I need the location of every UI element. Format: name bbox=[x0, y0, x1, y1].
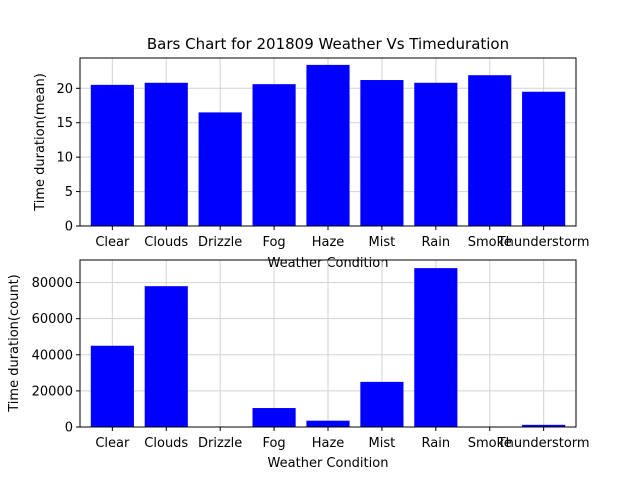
bar-haze bbox=[306, 420, 350, 427]
y-tick-label: 20 bbox=[56, 82, 73, 97]
bar-smoke bbox=[468, 75, 512, 227]
x-tick-label: Clear bbox=[95, 235, 130, 250]
plot-area-mean: 0 5 10 15 20 Clear Clouds Drizzle Fog Haze Mist Rai… bbox=[56, 57, 590, 250]
bar-clouds bbox=[144, 82, 188, 226]
x-tick-label: Haze bbox=[312, 436, 345, 451]
y-axis-label-mean: Time duration(mean) bbox=[33, 73, 48, 212]
y-tick-label: 0 bbox=[65, 421, 73, 436]
x-tick-label: Fog bbox=[262, 235, 285, 250]
bar-rain bbox=[414, 268, 458, 427]
bar-fog bbox=[252, 408, 296, 427]
y-tick-label: 20000 bbox=[32, 384, 73, 399]
x-tick-label: Clouds bbox=[144, 436, 188, 451]
chart-title: Bars Chart for 201809 Weather Vs Timedur… bbox=[147, 35, 509, 53]
y-tick-label: 80000 bbox=[32, 276, 73, 291]
bar-rain bbox=[414, 82, 458, 226]
bar-mist bbox=[360, 80, 404, 227]
x-tick-label: Haze bbox=[312, 235, 345, 250]
x-tick-label: Thunderstorm bbox=[497, 235, 590, 250]
x-tick-label: Drizzle bbox=[198, 436, 242, 451]
y-tick-label: 60000 bbox=[32, 312, 73, 327]
bar-mist bbox=[360, 381, 404, 427]
bar-thunderstorm bbox=[522, 424, 566, 427]
x-axis-label: Weather Condition bbox=[268, 456, 389, 471]
y-tick-label: 5 bbox=[65, 185, 73, 200]
y-tick-label: 40000 bbox=[32, 348, 73, 363]
y-tick-label: 0 bbox=[65, 220, 73, 235]
x-tick-label: Fog bbox=[262, 436, 285, 451]
x-tick-label: Mist bbox=[369, 235, 396, 250]
bar-thunderstorm bbox=[522, 91, 566, 226]
x-tick-label: Clear bbox=[95, 436, 130, 451]
x-tick-label: Smoke bbox=[468, 235, 512, 250]
y-tick-label: 15 bbox=[56, 116, 73, 131]
x-tick-label: Thunderstorm bbox=[497, 436, 590, 451]
bar-drizzle bbox=[198, 112, 242, 226]
bar-clear bbox=[90, 345, 134, 427]
bar-clouds bbox=[144, 286, 188, 427]
bar-clear bbox=[90, 84, 134, 226]
x-tick-label: Drizzle bbox=[198, 235, 242, 250]
x-tick-label: Smoke bbox=[468, 436, 512, 451]
x-tick-label: Rain bbox=[422, 235, 451, 250]
x-tick-label: Rain bbox=[422, 436, 451, 451]
x-tick-label: Clouds bbox=[144, 235, 188, 250]
y-tick-label: 10 bbox=[56, 151, 73, 166]
y-axis-label-count: Time duration(count) bbox=[7, 274, 22, 412]
plot-area-count: 0 20000 40000 60000 80000 Clear Clouds Drizzle F… bbox=[32, 259, 590, 451]
bar-fog bbox=[252, 84, 296, 226]
bar-haze bbox=[306, 64, 350, 226]
x-tick-label: Mist bbox=[369, 436, 396, 451]
